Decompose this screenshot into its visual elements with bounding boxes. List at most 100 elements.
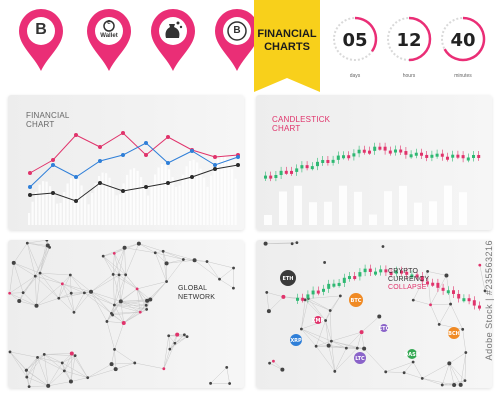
network-edge (70, 274, 92, 293)
candle-body (467, 298, 471, 302)
network-node (73, 354, 77, 358)
network-edge (90, 274, 120, 293)
candle-body (279, 170, 283, 176)
banner-line1: FINANCIAL (257, 28, 317, 40)
network-node (314, 344, 318, 348)
blue-series-point (213, 163, 217, 167)
network-edge (62, 283, 92, 293)
network-edge (22, 292, 37, 306)
bubble-circle (407, 349, 417, 359)
candle-body (466, 157, 470, 161)
network-edge (325, 295, 341, 321)
candle-body (446, 156, 449, 160)
network-edge (226, 367, 230, 384)
network-node (27, 385, 31, 388)
global-network-title: GLOBAL NETWORK (178, 284, 215, 302)
bg-bar (192, 159, 195, 225)
network-edge (73, 291, 92, 313)
bubble-label: XMR (312, 318, 325, 324)
blue-series-point (28, 185, 32, 189)
network-node (205, 260, 209, 263)
network-node (112, 303, 116, 307)
network-node (266, 309, 271, 314)
bg-bar (31, 201, 34, 225)
network-edge (210, 367, 227, 384)
candle-body (342, 155, 345, 159)
network-edge (103, 255, 120, 276)
network-node (101, 254, 105, 258)
dark-series-point (98, 181, 102, 185)
candle-body (478, 305, 481, 309)
network-edge (304, 299, 326, 321)
candle-body (373, 146, 377, 151)
network-edge (120, 301, 141, 313)
network-edge (168, 335, 176, 344)
candle-body (425, 154, 429, 158)
network-node (86, 376, 90, 380)
network-node (300, 327, 303, 331)
network-node (69, 351, 74, 356)
network-edge (43, 354, 49, 386)
network-edge (430, 304, 440, 325)
network-edge (449, 363, 466, 381)
network-edge (316, 345, 347, 349)
network-edge (385, 371, 405, 373)
candle-body (264, 175, 267, 179)
network-edge (114, 322, 124, 350)
bitcoin-coin-pin-icon: B (214, 8, 260, 72)
dark-series-point (144, 185, 148, 189)
network-edge (13, 262, 41, 274)
network-node (265, 291, 269, 294)
network-edge (114, 349, 116, 370)
network-edge (47, 362, 63, 387)
network-edge (168, 335, 171, 350)
blue-series-point (166, 161, 170, 165)
network-edge (305, 299, 331, 311)
network-edge (27, 243, 36, 277)
candle-body (316, 290, 320, 294)
network-edge (90, 291, 112, 314)
network-edge (70, 353, 73, 382)
network-node (228, 382, 232, 385)
bg-bar (112, 185, 115, 225)
network-edge (62, 283, 75, 313)
bg-bar (136, 170, 139, 225)
volume-bar (264, 215, 272, 225)
bg-bar (178, 185, 181, 225)
candle-body (368, 268, 372, 272)
network-edge (115, 362, 135, 370)
network-edge (90, 291, 121, 302)
volume-bar (444, 185, 452, 225)
network-edge (62, 362, 72, 382)
network-edge (64, 370, 88, 378)
candle-body (384, 269, 388, 273)
crypto-collapse-title: CRYPTO CURRENCY COLLAPSE (388, 268, 429, 292)
network-edge (9, 293, 20, 302)
network-node (362, 346, 367, 351)
network-edge (26, 354, 45, 378)
financial-chart-title-line2: CHART (26, 120, 55, 129)
crypto-bubble-xrp: XRP (290, 334, 302, 346)
network-edge (136, 288, 151, 300)
candle-body (435, 153, 439, 157)
network-edge (27, 243, 41, 274)
network-edge (206, 261, 234, 269)
network-edge (26, 357, 38, 371)
network-edge (114, 304, 147, 310)
network-node (113, 367, 118, 372)
volume-bar (339, 185, 347, 225)
network-edge (422, 378, 443, 386)
candle-body (441, 287, 445, 291)
candle-body (337, 282, 341, 286)
network-node (381, 245, 385, 248)
candle-body (414, 152, 418, 156)
bg-bar (35, 191, 38, 225)
candle-body (342, 277, 346, 283)
network-edge (40, 272, 71, 276)
network-edge (462, 329, 467, 353)
network-edge (39, 245, 49, 274)
candle-body (431, 282, 435, 286)
network-node (478, 263, 482, 267)
network-edge (163, 335, 169, 369)
network-node (25, 241, 29, 245)
